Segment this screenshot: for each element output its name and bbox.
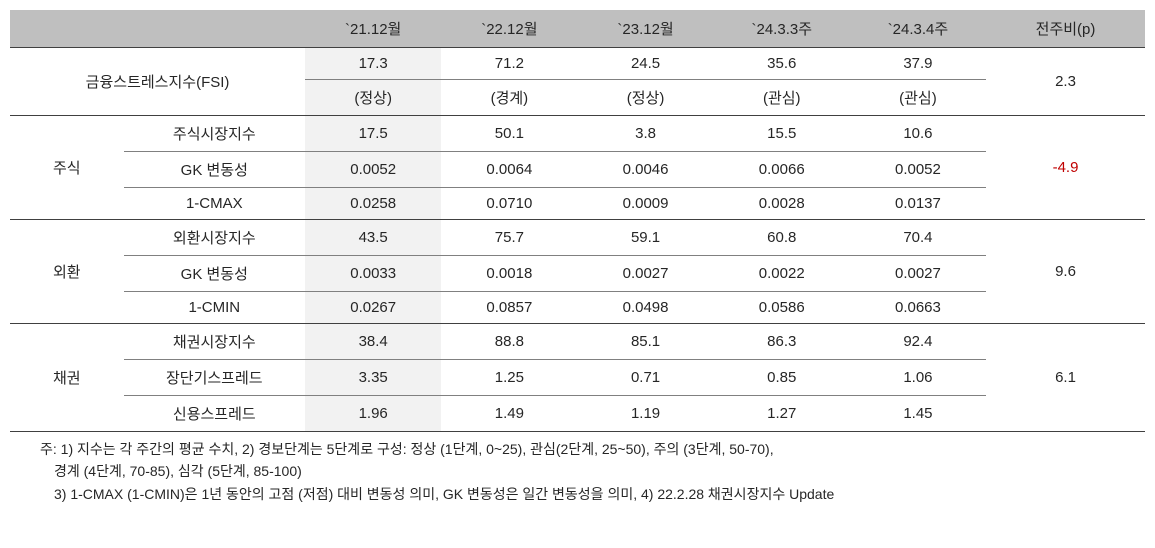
header-row: `21.12월 `22.12월 `23.12월 `24.3.3주 `24.3.4… <box>10 10 1145 48</box>
fx-r1-v5: 70.4 <box>850 220 986 256</box>
fsi-s2: (경계) <box>441 80 577 116</box>
fx-r2-v2: 0.0018 <box>441 256 577 292</box>
col-blank2 <box>124 10 306 48</box>
fx-row-3: 1-CMIN 0.0267 0.0857 0.0498 0.0586 0.066… <box>10 292 1145 324</box>
fsi-s4: (관심) <box>714 80 850 116</box>
fx-delta: 9.6 <box>986 220 1145 324</box>
stock-r3-v3: 0.0009 <box>577 188 713 220</box>
bond-r1-v5: 92.4 <box>850 324 986 360</box>
fx-r2-v1: 0.0033 <box>305 256 441 292</box>
fsi-row-1: 금융스트레스지수(FSI) 17.3 71.2 24.5 35.6 37.9 2… <box>10 48 1145 80</box>
bond-r3-v2: 1.49 <box>441 396 577 432</box>
fsi-v1: 17.3 <box>305 48 441 80</box>
fx-r3-v1: 0.0267 <box>305 292 441 324</box>
footnote-2: 경계 (4단계, 70-85), 심각 (5단계, 85-100) <box>40 460 1145 482</box>
bond-r3-v3: 1.19 <box>577 396 713 432</box>
fx-r1-v3: 59.1 <box>577 220 713 256</box>
stock-r2-v1: 0.0052 <box>305 152 441 188</box>
bond-r1-name: 채권시장지수 <box>124 324 306 360</box>
stock-r1-v5: 10.6 <box>850 116 986 152</box>
col-c3: `23.12월 <box>577 10 713 48</box>
stock-r3-name: 1-CMAX <box>124 188 306 220</box>
stock-r2-v4: 0.0066 <box>714 152 850 188</box>
fx-r2-name: GK 변동성 <box>124 256 306 292</box>
fx-r1-name: 외환시장지수 <box>124 220 306 256</box>
fx-r1-v1: 43.5 <box>305 220 441 256</box>
fx-r1-v4: 60.8 <box>714 220 850 256</box>
bond-r2-v4: 0.85 <box>714 360 850 396</box>
fx-r3-v3: 0.0498 <box>577 292 713 324</box>
fsi-v4: 35.6 <box>714 48 850 80</box>
fx-r2-v4: 0.0022 <box>714 256 850 292</box>
bond-r2-name: 장단기스프레드 <box>124 360 306 396</box>
fsi-table: `21.12월 `22.12월 `23.12월 `24.3.3주 `24.3.4… <box>10 10 1145 432</box>
stock-label: 주식 <box>10 116 124 220</box>
bond-r2-v1: 3.35 <box>305 360 441 396</box>
bond-r1-v3: 85.1 <box>577 324 713 360</box>
fsi-v5: 37.9 <box>850 48 986 80</box>
bond-row-2: 장단기스프레드 3.35 1.25 0.71 0.85 1.06 <box>10 360 1145 396</box>
stock-r3-v1: 0.0258 <box>305 188 441 220</box>
stock-r1-v4: 15.5 <box>714 116 850 152</box>
stock-r1-name: 주식시장지수 <box>124 116 306 152</box>
stock-row-2: GK 변동성 0.0052 0.0064 0.0046 0.0066 0.005… <box>10 152 1145 188</box>
fx-r3-v2: 0.0857 <box>441 292 577 324</box>
col-blank1 <box>10 10 124 48</box>
bond-r3-name: 신용스프레드 <box>124 396 306 432</box>
stock-r2-name: GK 변동성 <box>124 152 306 188</box>
fx-row-2: GK 변동성 0.0033 0.0018 0.0027 0.0022 0.002… <box>10 256 1145 292</box>
bond-r3-v4: 1.27 <box>714 396 850 432</box>
fx-r3-name: 1-CMIN <box>124 292 306 324</box>
bond-r3-v1: 1.96 <box>305 396 441 432</box>
bond-r2-v2: 1.25 <box>441 360 577 396</box>
bond-r3-v5: 1.45 <box>850 396 986 432</box>
bond-label: 채권 <box>10 324 124 432</box>
stock-r1-v2: 50.1 <box>441 116 577 152</box>
footnote-3: 3) 1-CMAX (1-CMIN)은 1년 동안의 고점 (저점) 대비 변동… <box>40 483 1145 505</box>
stock-row-3: 1-CMAX 0.0258 0.0710 0.0009 0.0028 0.013… <box>10 188 1145 220</box>
bond-delta: 6.1 <box>986 324 1145 432</box>
stock-r2-v3: 0.0046 <box>577 152 713 188</box>
bond-row-1: 채권 채권시장지수 38.4 88.8 85.1 86.3 92.4 6.1 <box>10 324 1145 360</box>
bond-r2-v3: 0.71 <box>577 360 713 396</box>
fx-row-1: 외환 외환시장지수 43.5 75.7 59.1 60.8 70.4 9.6 <box>10 220 1145 256</box>
col-c5: `24.3.4주 <box>850 10 986 48</box>
fsi-label: 금융스트레스지수(FSI) <box>10 48 305 116</box>
stock-r2-v2: 0.0064 <box>441 152 577 188</box>
bond-r1-v4: 86.3 <box>714 324 850 360</box>
stock-r1-v1: 17.5 <box>305 116 441 152</box>
stock-r1-v3: 3.8 <box>577 116 713 152</box>
fsi-s3: (정상) <box>577 80 713 116</box>
bond-row-3: 신용스프레드 1.96 1.49 1.19 1.27 1.45 <box>10 396 1145 432</box>
fsi-v2: 71.2 <box>441 48 577 80</box>
footnotes: 주: 1) 지수는 각 주간의 평균 수치, 2) 경보단계는 5단계로 구성:… <box>10 432 1145 505</box>
footnote-1: 주: 1) 지수는 각 주간의 평균 수치, 2) 경보단계는 5단계로 구성:… <box>40 438 1145 460</box>
col-c1: `21.12월 <box>305 10 441 48</box>
fsi-s1: (정상) <box>305 80 441 116</box>
stock-row-1: 주식 주식시장지수 17.5 50.1 3.8 15.5 10.6 -4.9 <box>10 116 1145 152</box>
fsi-s5: (관심) <box>850 80 986 116</box>
fx-r3-v5: 0.0663 <box>850 292 986 324</box>
bond-r1-v2: 88.8 <box>441 324 577 360</box>
col-c4: `24.3.3주 <box>714 10 850 48</box>
stock-r3-v4: 0.0028 <box>714 188 850 220</box>
col-delta: 전주비(p) <box>986 10 1145 48</box>
stock-r3-v2: 0.0710 <box>441 188 577 220</box>
col-c2: `22.12월 <box>441 10 577 48</box>
fx-r1-v2: 75.7 <box>441 220 577 256</box>
fx-r2-v5: 0.0027 <box>850 256 986 292</box>
stock-delta: -4.9 <box>986 116 1145 220</box>
stock-r2-v5: 0.0052 <box>850 152 986 188</box>
fsi-delta: 2.3 <box>986 48 1145 116</box>
fx-r3-v4: 0.0586 <box>714 292 850 324</box>
fx-r2-v3: 0.0027 <box>577 256 713 292</box>
bond-r2-v5: 1.06 <box>850 360 986 396</box>
bond-r1-v1: 38.4 <box>305 324 441 360</box>
fsi-v3: 24.5 <box>577 48 713 80</box>
stock-r3-v5: 0.0137 <box>850 188 986 220</box>
fx-label: 외환 <box>10 220 124 324</box>
